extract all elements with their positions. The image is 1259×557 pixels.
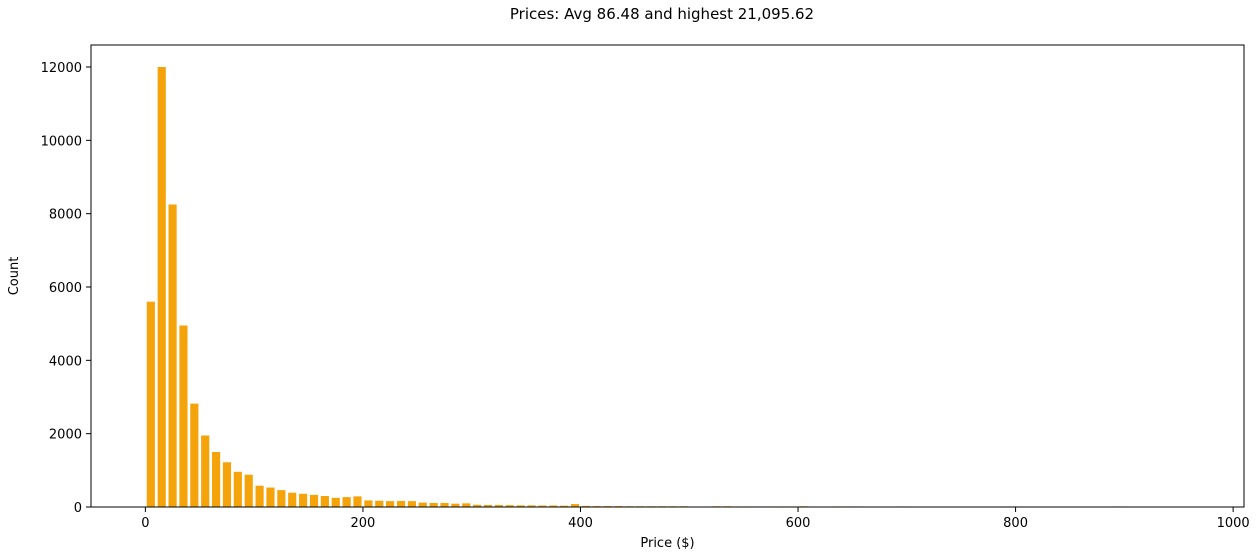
- histogram-bar: [255, 485, 264, 507]
- histogram-bar: [320, 496, 329, 507]
- y-tick-label: 8000: [49, 208, 82, 223]
- y-tick-label: 6000: [49, 281, 82, 296]
- chart-title: Prices: Avg 86.48 and highest 21,095.62: [510, 5, 814, 23]
- histogram-bar: [244, 474, 253, 507]
- histogram-bar: [309, 494, 319, 507]
- x-tick-label: 200: [351, 516, 376, 531]
- histogram-bar: [505, 505, 514, 507]
- histogram-bar: [560, 505, 569, 507]
- plot-frame: [90, 44, 1245, 508]
- x-tick-label: 400: [568, 516, 593, 531]
- histogram-bar: [429, 502, 438, 507]
- histogram-bar: [364, 500, 373, 507]
- x-tick-label: 0: [141, 516, 149, 531]
- x-axis-label: Price ($): [640, 536, 694, 551]
- y-tick-label: 2000: [49, 428, 82, 443]
- histogram-bar: [494, 504, 503, 507]
- histogram-bar: [190, 403, 199, 507]
- histogram-bar: [342, 497, 351, 507]
- bars-group: [146, 67, 1221, 508]
- histogram-bar: [570, 504, 580, 507]
- histogram-bar: [451, 503, 460, 507]
- histogram-bar: [440, 502, 449, 507]
- histogram-bar: [396, 500, 406, 507]
- histogram-bar: [516, 505, 525, 507]
- x-axis-ticks: 0 200 400 600 800 1000: [141, 507, 1250, 531]
- histogram-bar: [299, 493, 308, 507]
- histogram-bar: [233, 471, 242, 507]
- y-tick-label: 12000: [41, 61, 82, 76]
- x-tick-label: 800: [1003, 516, 1028, 531]
- histogram-bar: [538, 505, 547, 507]
- x-tick-label: 1000: [1217, 516, 1250, 531]
- x-tick-label: 600: [786, 516, 811, 531]
- histogram-bar: [179, 325, 188, 507]
- histogram-bar: [277, 490, 286, 507]
- y-tick-label: 0: [74, 501, 82, 516]
- y-axis-label: Count: [7, 257, 22, 296]
- histogram-bar: [375, 500, 384, 507]
- histogram-bar: [212, 452, 221, 507]
- histogram-bar: [201, 435, 210, 507]
- y-axis-ticks: 0 2000 4000 6000 8000 10000 12000: [41, 61, 91, 516]
- histogram-bar: [418, 502, 427, 507]
- histogram-bar: [581, 505, 590, 507]
- histogram-bar: [483, 504, 493, 507]
- histogram-bar: [549, 505, 558, 507]
- histogram-bar: [386, 501, 395, 507]
- histogram-bar: [288, 492, 297, 507]
- y-tick-label: 4000: [49, 354, 82, 369]
- histogram-bar: [527, 505, 536, 507]
- histogram-bar: [331, 497, 340, 507]
- histogram-bar: [266, 487, 275, 507]
- histogram-bar: [146, 301, 155, 507]
- histogram-bar: [168, 204, 177, 507]
- histogram-bar: [222, 462, 232, 507]
- histogram-bar: [473, 504, 482, 507]
- histogram-bar: [462, 503, 471, 507]
- histogram-bar: [407, 501, 416, 507]
- y-tick-label: 10000: [41, 134, 82, 149]
- histogram-bar: [157, 67, 166, 507]
- histogram-bar: [353, 496, 362, 507]
